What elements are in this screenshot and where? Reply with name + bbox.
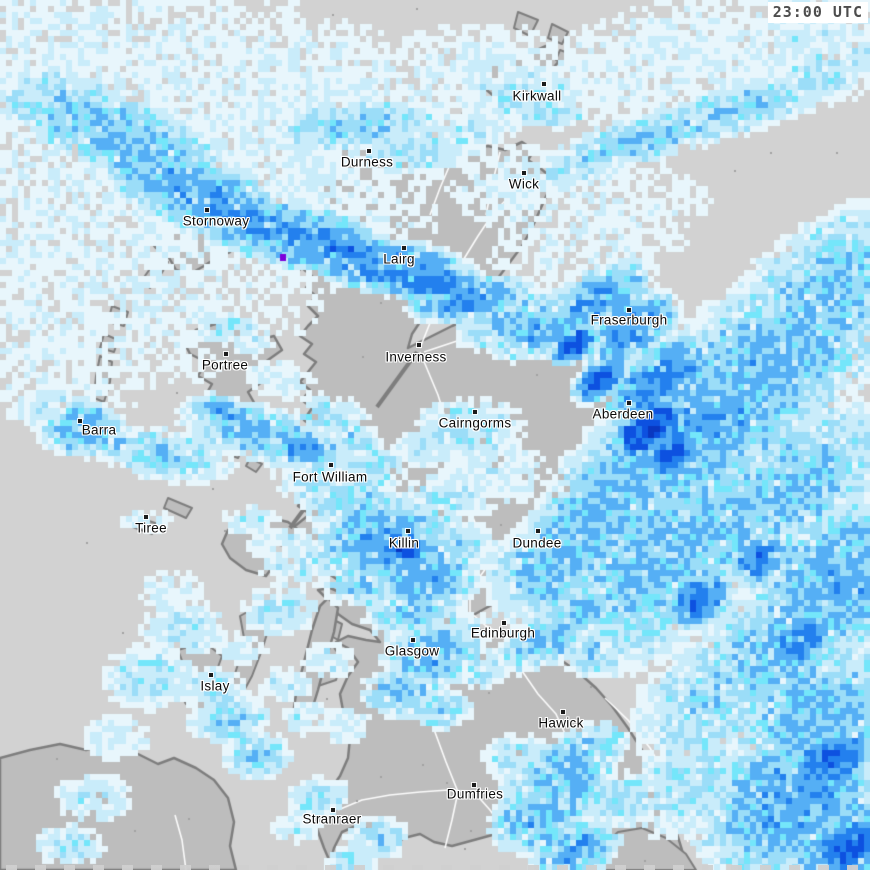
city-dot: [473, 410, 477, 414]
city-dot: [406, 529, 410, 533]
city-dot: [224, 352, 228, 356]
city-dot: [367, 149, 371, 153]
city-dot: [205, 208, 209, 212]
city-dot: [329, 463, 333, 467]
city-dot: [627, 308, 631, 312]
city-dot: [144, 515, 148, 519]
city-dot: [536, 529, 540, 533]
city-dot: [561, 710, 565, 714]
city-dot: [472, 783, 476, 787]
city-dot: [411, 638, 415, 642]
city-dot: [417, 343, 421, 347]
bottom-tick-marks: [6, 865, 870, 870]
city-dot: [78, 419, 82, 423]
city-dot: [331, 808, 335, 812]
city-dot: [402, 246, 406, 250]
city-dot: [209, 673, 213, 677]
city-dot: [502, 621, 506, 625]
timestamp-badge: 23:00 UTC: [767, 2, 868, 23]
city-dot: [627, 401, 631, 405]
city-dot: [522, 171, 526, 175]
city-dot: [542, 82, 546, 86]
